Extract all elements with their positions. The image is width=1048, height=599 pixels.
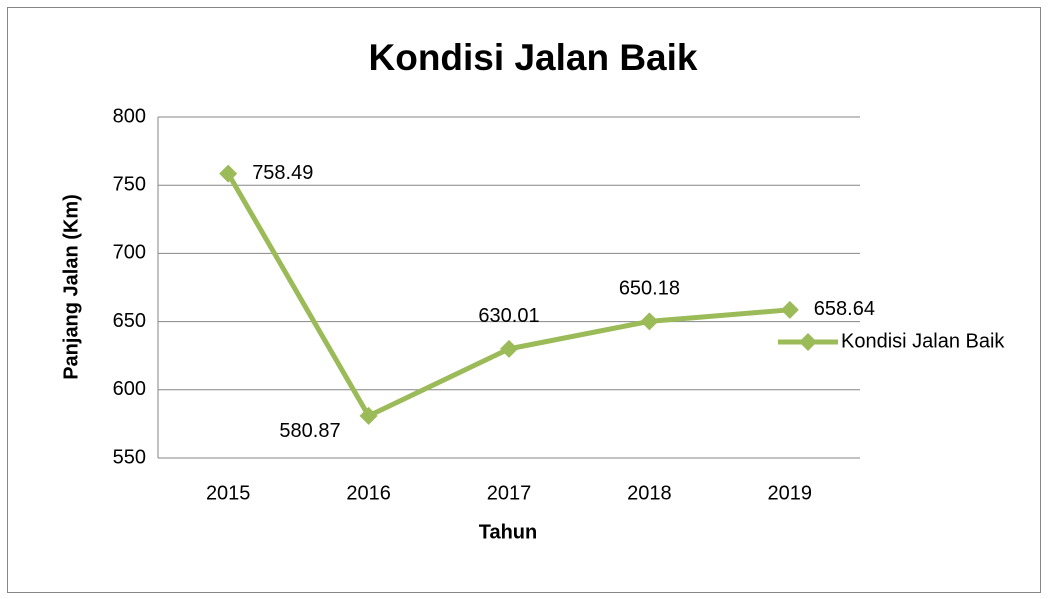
x-tick-label: 2017 — [487, 482, 532, 504]
x-tick-label: 2016 — [346, 482, 391, 504]
y-tick-label: 650 — [113, 310, 146, 332]
data-label: 758.49 — [252, 162, 313, 184]
x-tick-label: 2019 — [768, 482, 813, 504]
marker — [500, 339, 518, 358]
marker — [640, 312, 659, 331]
x-tick-label: 2015 — [206, 482, 251, 504]
chart-frame — [7, 7, 1041, 593]
data-label: 650.18 — [619, 278, 680, 300]
data-label: 658.64 — [814, 298, 875, 320]
y-tick-label: 550 — [113, 446, 146, 468]
x-tick-label: 2018 — [627, 482, 672, 504]
y-axis-label: Panjang Jalan (Km) — [60, 194, 82, 380]
data-label: 580.87 — [279, 420, 340, 442]
y-tick-label: 600 — [113, 378, 146, 400]
legend-label: Kondisi Jalan Baik — [841, 330, 1005, 352]
marker — [359, 406, 378, 425]
data-label: 630.01 — [478, 305, 539, 327]
legend-marker — [799, 333, 817, 351]
y-tick-label: 800 — [113, 105, 146, 127]
chart-title: Kondisi Jalan Baik — [369, 37, 698, 78]
y-tick-label: 700 — [113, 242, 146, 264]
marker — [219, 164, 238, 183]
y-tick-label: 750 — [113, 173, 146, 195]
x-axis-label: Tahun — [479, 521, 538, 543]
marker — [780, 300, 799, 319]
